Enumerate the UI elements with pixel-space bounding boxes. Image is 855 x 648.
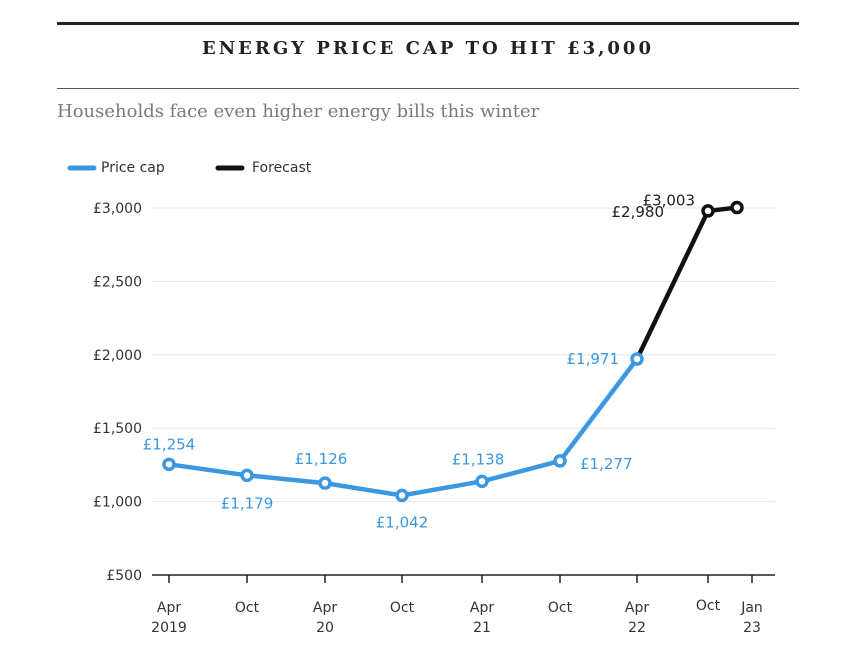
price-cap-point xyxy=(553,454,567,468)
chart-subtitle: Households face even higher energy bills… xyxy=(57,101,540,122)
price-cap-point xyxy=(162,457,176,472)
x-tick-label: Oct xyxy=(390,600,415,616)
forecast-line xyxy=(634,205,740,362)
x-tick-label-year: 2019 xyxy=(151,620,187,636)
price-cap-line xyxy=(166,356,640,498)
price-cap-value-label: £1,277 xyxy=(580,455,633,473)
x-tick-label: Apr xyxy=(625,600,649,616)
x-tick-label-year: 20 xyxy=(316,620,334,636)
x-tick-label: Apr xyxy=(157,600,181,616)
price-cap-point xyxy=(475,474,489,489)
gridlines xyxy=(152,207,775,503)
x-tick-label: Jan xyxy=(740,600,763,616)
data-points xyxy=(162,200,744,503)
legend: Price cap Forecast xyxy=(67,160,312,176)
x-tick-label: Oct xyxy=(696,598,721,614)
forecast-value-label: £3,003 xyxy=(643,192,696,210)
price-cap-point xyxy=(318,476,332,490)
price-cap-value-label: £1,971 xyxy=(567,350,620,368)
price-cap-value-label: £1,126 xyxy=(295,450,348,468)
forecast-point xyxy=(701,204,715,218)
y-tick-label: £1,500 xyxy=(93,421,142,437)
price-cap-value-label: £1,042 xyxy=(376,513,429,531)
legend-label-price-cap: Price cap xyxy=(101,160,165,176)
x-tick-label: Oct xyxy=(548,600,573,616)
x-tick-label-year: 23 xyxy=(743,620,761,636)
y-tick-label: £1,000 xyxy=(93,495,142,511)
data-labels: £1,254 £1,179 £1,126 £1,042 £1,138 £1,277 £1,9… xyxy=(143,192,695,532)
title-underline xyxy=(57,88,799,89)
x-tick-label: Apr xyxy=(313,600,337,616)
forecast-value-label: £2,980 xyxy=(612,203,665,221)
price-cap-value-label: £1,138 xyxy=(452,450,505,468)
y-axis: £500 £1,000 £1,500 £2,000 £2,500 £3,000 xyxy=(93,201,142,584)
price-cap-point xyxy=(395,488,409,503)
x-tick-label: Oct xyxy=(235,600,260,616)
price-cap-value-label: £1,179 xyxy=(221,494,274,512)
y-tick-label: £2,000 xyxy=(93,348,142,364)
price-cap-point xyxy=(240,468,254,483)
y-tick-label: £3,000 xyxy=(93,201,142,217)
x-tick-label: Apr xyxy=(470,600,494,616)
legend-label-forecast: Forecast xyxy=(252,160,312,176)
y-tick-label: £2,500 xyxy=(93,274,142,290)
x-tick-label-year: 21 xyxy=(473,620,491,636)
x-axis: Apr 2019 Oct Apr 20 Oct Apr 21 Oct Apr 22 Oct Jan 23 xyxy=(151,574,775,636)
y-tick-label: £500 xyxy=(106,568,142,584)
x-tick-label-year: 22 xyxy=(628,620,646,636)
price-cap-point xyxy=(630,352,644,366)
top-rule xyxy=(57,22,799,25)
chart-title: ENERGY PRICE CAP TO HIT £3,000 xyxy=(202,38,654,59)
forecast-point xyxy=(730,200,744,215)
price-cap-value-label: £1,254 xyxy=(143,435,196,453)
